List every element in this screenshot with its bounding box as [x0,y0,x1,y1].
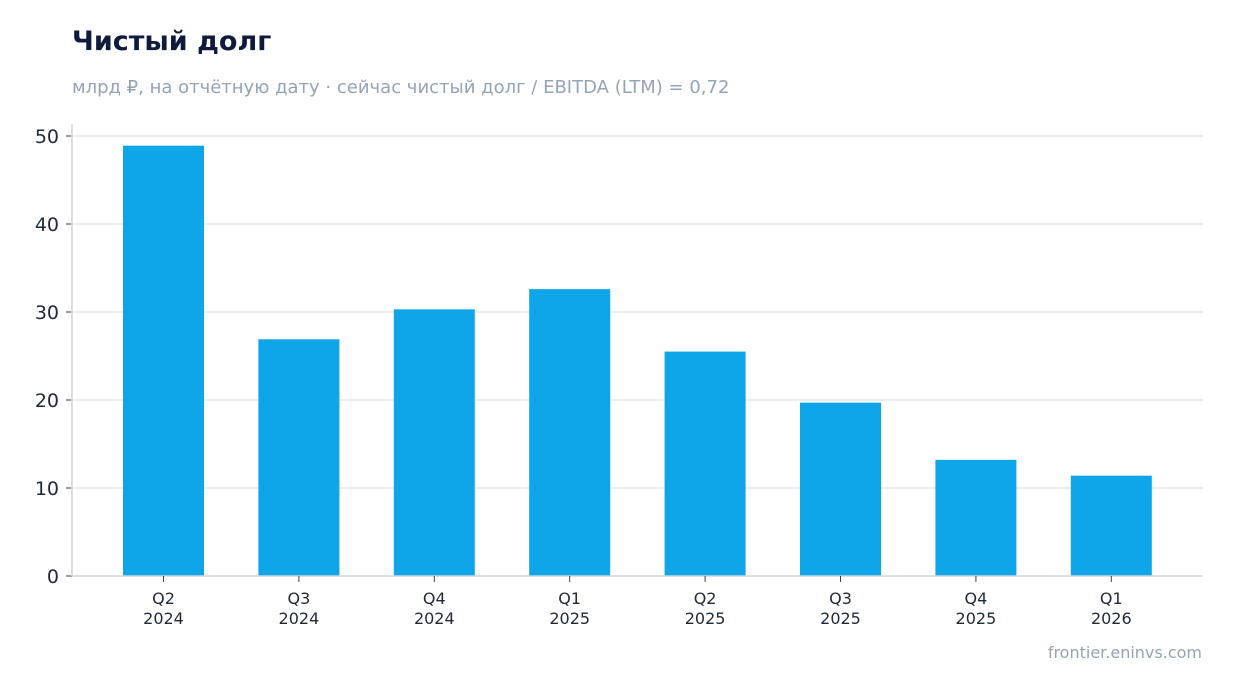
x-tick-label: Q4 2024 [414,589,455,628]
bar [258,339,340,576]
x-tick-label: Q4 2025 [956,589,997,628]
x-tick-year: 2024 [414,609,455,628]
x-tick-year: 2025 [685,609,726,628]
y-tick-label: 10 [35,478,59,500]
y-tick-label: 20 [35,390,59,412]
bar [935,459,1017,576]
bar [1070,475,1152,576]
bars [123,145,1152,576]
source-footer: frontier.eninvs.com [1047,643,1202,662]
x-tick-year: 2025 [549,609,590,628]
x-tick-quarter: Q3 [288,589,311,608]
axes [66,124,1203,582]
x-tick-year: 2024 [143,609,184,628]
y-tick-label: 30 [35,302,59,324]
x-tick-quarter: Q3 [829,589,852,608]
x-tick-year: 2024 [279,609,320,628]
x-tick-label: Q3 2025 [820,589,861,628]
y-tick-label: 0 [47,566,59,588]
x-tick-year: 2025 [820,609,861,628]
x-tick-quarter: Q4 [965,589,988,608]
bar [664,351,746,576]
x-tick-quarter: Q4 [423,589,446,608]
x-tick-year: 2026 [1091,609,1132,628]
x-tick-label: Q2 2024 [143,589,184,628]
x-tick-quarter: Q2 [694,589,717,608]
x-tick-quarter: Q1 [1100,589,1123,608]
x-tick-label: Q1 2026 [1091,589,1132,628]
bar [393,309,475,576]
x-tick-label: Q2 2025 [685,589,726,628]
chart-title: Чистый долг [72,26,272,57]
chart-subtitle: млрд ₽, на отчётную дату · сейчас чистый… [72,77,730,98]
y-tick-label: 50 [35,126,59,148]
y-tick-label: 40 [35,214,59,236]
bar [123,145,204,576]
x-tick-label: Q1 2025 [549,589,590,628]
bar [529,289,611,576]
x-tick-label: Q3 2024 [279,589,320,628]
grid-lines [72,135,1203,489]
bar [800,402,881,576]
x-tick-year: 2025 [956,609,997,628]
x-tick-quarter: Q1 [558,589,581,608]
x-tick-quarter: Q2 [152,589,175,608]
